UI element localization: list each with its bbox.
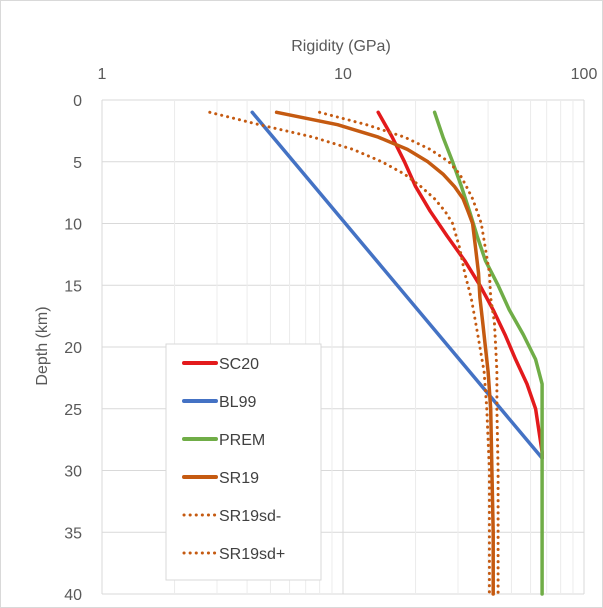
y-axis-title: Depth (km): [34, 306, 51, 385]
legend-label-sr19sd+: SR19sd+: [219, 546, 285, 563]
x-axis-title: Rigidity (GPa): [291, 38, 391, 55]
legend: SC20 BL99 PREM SR19 SR19sd- SR19sd+: [182, 356, 285, 563]
series-line-bl99: [250, 110, 544, 460]
y-tick-label: 35: [64, 525, 82, 542]
x-tick-label: 1: [98, 66, 107, 83]
y-tick-label: 30: [64, 464, 82, 481]
y-tick-label: 15: [64, 278, 82, 295]
x-tick-label: 100: [571, 66, 598, 83]
legend-label-sr19: SR19: [219, 470, 259, 487]
series-line-sr19sd+: [318, 110, 500, 596]
legend-label-bl99: BL99: [219, 394, 256, 411]
y-tick-label: 25: [64, 402, 82, 419]
gridlines: [101, 99, 585, 595]
y-tick-labels: 0 5 10 15 20 25 30 35 40: [64, 93, 82, 604]
y-tick-label: 20: [64, 340, 82, 357]
legend-label-sr19sd-: SR19sd-: [219, 508, 281, 525]
x-tick-label: 10: [334, 66, 352, 83]
y-tick-label: 0: [73, 93, 82, 110]
legend-box: [165, 343, 322, 581]
series-line-sr19: [274, 110, 495, 596]
legend-label-sc20: SC20: [219, 356, 259, 373]
y-tick-label: 5: [73, 155, 82, 172]
x-tick-labels: 1 10 100: [98, 66, 598, 83]
series-layer: [208, 110, 544, 596]
y-tick-label: 40: [64, 587, 82, 604]
legend-label-prem: PREM: [219, 432, 265, 449]
y-tick-label: 10: [64, 217, 82, 234]
series-line-sr19sd-: [208, 110, 491, 596]
